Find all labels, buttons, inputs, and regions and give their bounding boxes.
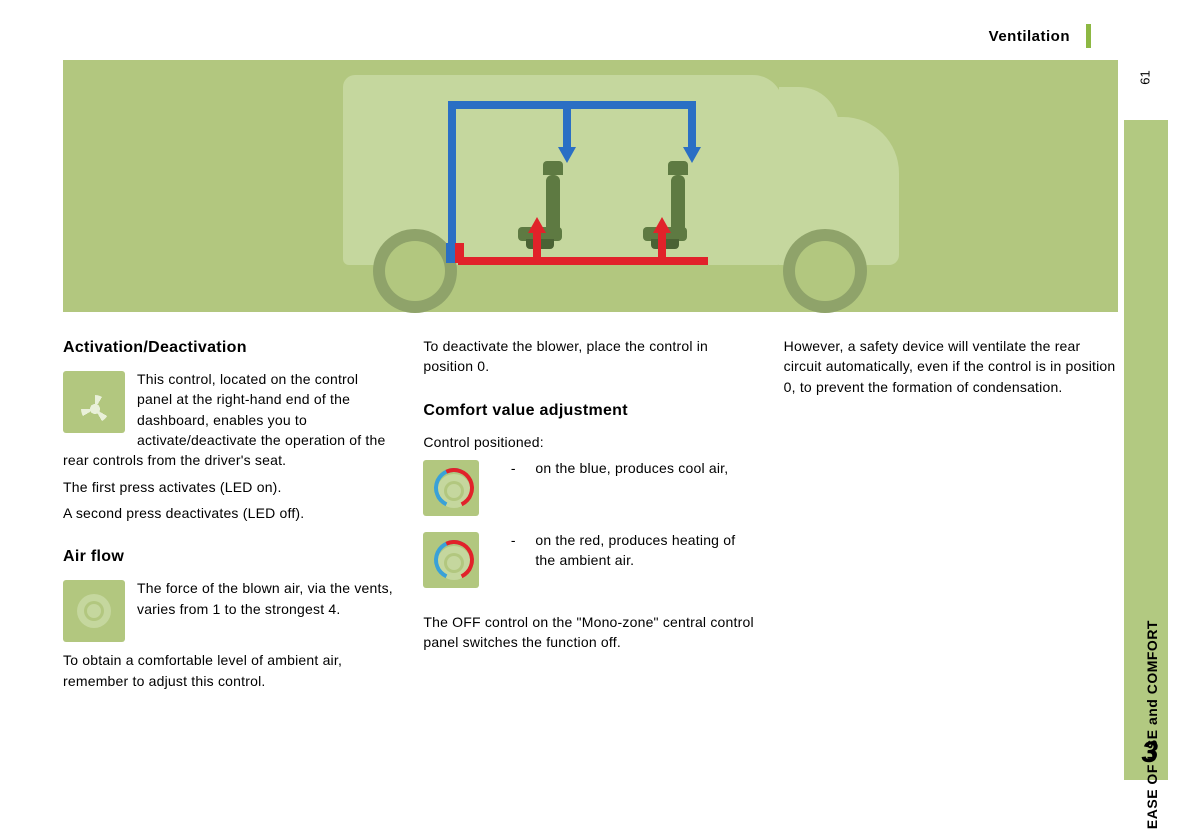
content-columns: Activation/Deactivation This control, lo… [63,336,1118,691]
accent-bar [1086,24,1091,48]
column-3: However, a safety device will ventilate … [784,336,1118,691]
column-2: To deactivate the blower, place the cont… [423,336,757,691]
airflow-dial-icon [63,580,125,642]
page-number: 61 [1137,70,1152,84]
led-on-text: The first press activates (LED on). [63,477,397,497]
blue-setting-text: on the blue, produces cool air, [535,458,757,478]
control-positioned-text: Control positioned: [423,432,757,452]
safety-text: However, a safety device will ventilate … [784,336,1118,397]
fan-icon [63,371,125,433]
van-diagram [303,65,943,305]
airflow-text-1: The force of the blown air, via the vent… [137,580,393,616]
heading-airflow: Air flow [63,545,397,568]
off-control-text: The OFF control on the "Mono-zone" centr… [423,612,757,653]
blue-dial-icon [423,460,479,516]
red-dial-icon [423,532,479,588]
column-1: Activation/Deactivation This control, lo… [63,336,397,691]
airflow-text-2: To obtain a comfortable level of ambient… [63,652,342,688]
heading-comfort: Comfort value adjustment [423,399,757,422]
led-off-text: A second press deactivates (LED off). [63,503,397,523]
heading-activation: Activation/Deactivation [63,336,397,359]
side-label: EASE OF USE and COMFORT [1144,620,1160,829]
chapter-number: 3 [1141,736,1158,770]
red-setting-text: on the red, produces heating of the ambi… [535,530,757,571]
deactivate-text: To deactivate the blower, place the cont… [423,336,757,377]
page-header: Ventilation [989,28,1070,45]
heater-unit-icon [446,243,464,263]
diagram-panel [63,60,1118,312]
